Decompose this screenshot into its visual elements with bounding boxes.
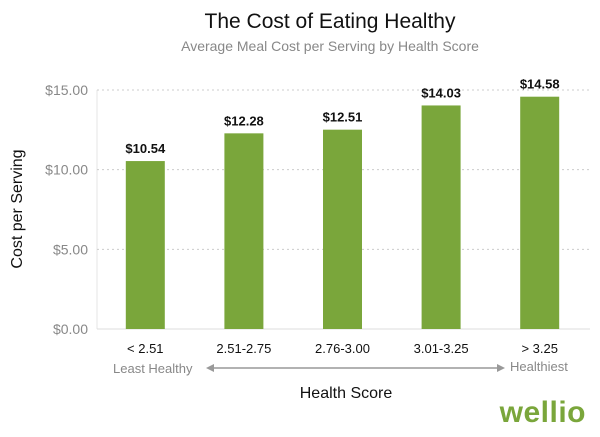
data-label: $14.58 — [520, 77, 560, 92]
chart-title: The Cost of Eating Healthy — [204, 10, 456, 33]
bar — [224, 133, 264, 329]
arrow-right-icon — [497, 364, 505, 372]
x-tick-label: 3.01-3.25 — [414, 341, 469, 356]
bar — [520, 96, 560, 329]
x-tick-label: 2.76-3.00 — [315, 341, 370, 356]
y-tick-label: $5.00 — [53, 241, 88, 257]
bar — [421, 105, 461, 330]
data-label: $14.03 — [421, 85, 461, 100]
arrow-left-icon — [206, 364, 214, 372]
bar — [125, 161, 165, 329]
wellio-logo: wellio — [499, 396, 586, 429]
data-label: $12.28 — [224, 113, 264, 128]
x-tick-label: 2.51-2.75 — [216, 341, 271, 356]
least-healthy-annotation: Least Healthy — [113, 361, 193, 376]
x-tick-label: < 2.51 — [127, 341, 164, 356]
data-label: $10.54 — [125, 141, 166, 156]
chart-subtitle: Average Meal Cost per Serving by Health … — [181, 38, 479, 54]
x-tick-label: > 3.25 — [521, 341, 558, 356]
x-axis-label: Health Score — [300, 385, 393, 402]
y-tick-label: $10.00 — [45, 162, 88, 178]
data-label: $12.51 — [323, 110, 363, 125]
bar — [323, 129, 362, 329]
healthiest-annotation: Healthiest — [510, 359, 568, 374]
y-tick-label: $15.00 — [45, 82, 88, 98]
y-tick-label: $0.00 — [53, 321, 88, 337]
